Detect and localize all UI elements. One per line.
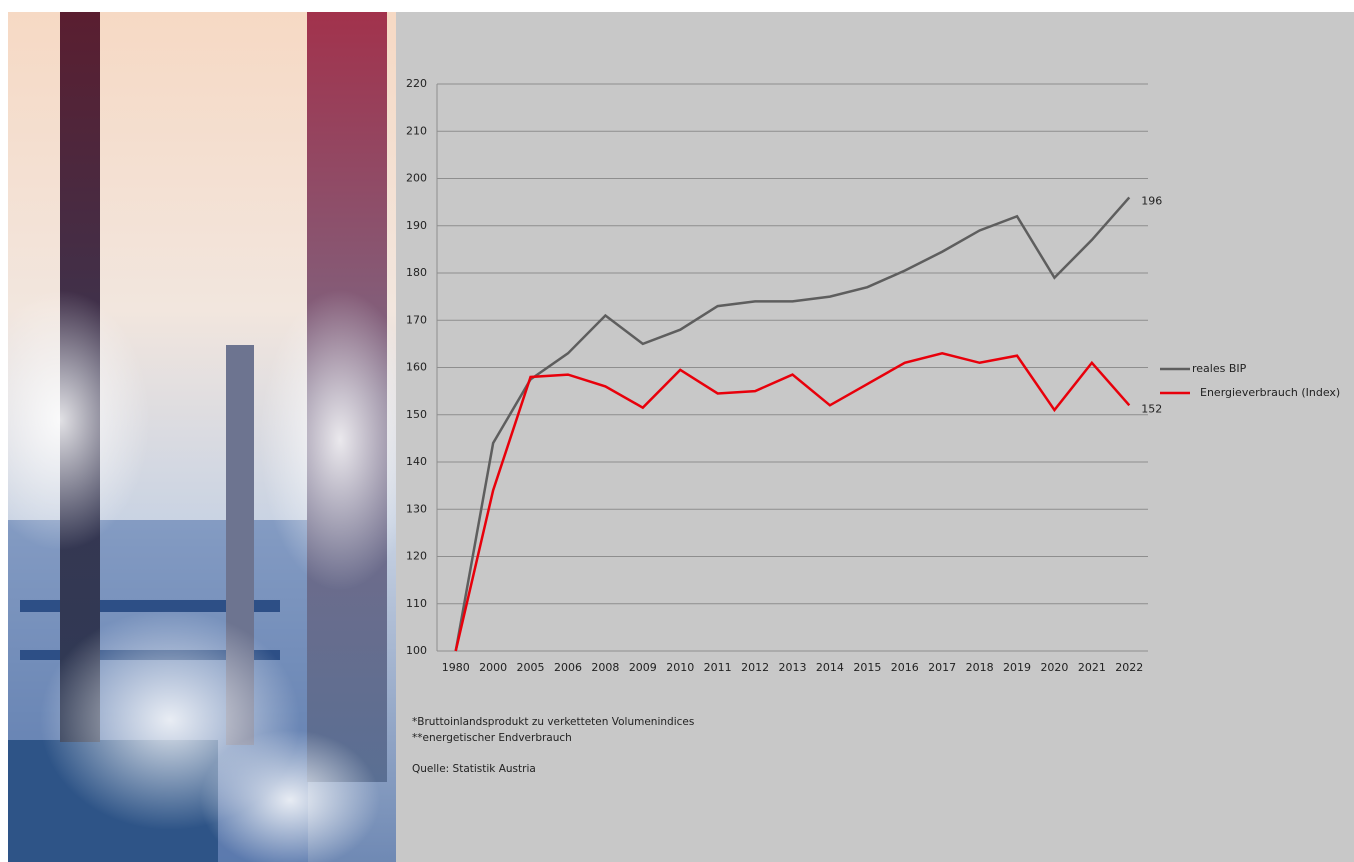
y-tick-label: 130	[406, 502, 427, 515]
x-tick-label: 2020	[1040, 661, 1068, 674]
x-tick-label: 2017	[928, 661, 956, 674]
photo	[0, 12, 420, 862]
x-tick-label: 2016	[891, 661, 919, 674]
y-tick-label: 110	[406, 597, 427, 610]
source: Quelle: Statistik Austria	[412, 763, 536, 775]
x-tick-label: 2018	[966, 661, 994, 674]
y-tick-label: 120	[406, 550, 427, 563]
y-tick-label: 180	[406, 266, 427, 279]
x-tick-label: 2005	[517, 661, 545, 674]
chart-panel	[396, 12, 1354, 862]
series-line	[454, 352, 1131, 652]
x-tick-label: 2008	[591, 661, 619, 674]
x-tick-label: 2011	[704, 661, 732, 674]
x-tick-label: 2013	[779, 661, 807, 674]
x-tick-label: 2014	[816, 661, 844, 674]
y-tick-label: 160	[406, 361, 427, 374]
series-line	[454, 196, 1131, 652]
x-tick-label: 2000	[479, 661, 507, 674]
y-tick-label: 190	[406, 219, 427, 232]
y-tick-label: 220	[406, 77, 427, 90]
x-tick-label: 1980	[442, 661, 470, 674]
y-tick-label: 170	[406, 313, 427, 326]
x-tick-label: 2009	[629, 661, 657, 674]
data-label: 196	[1141, 194, 1162, 207]
y-tick-label: 100	[406, 644, 427, 657]
x-tick-label: 2015	[853, 661, 881, 674]
data-label: 152	[1141, 402, 1162, 415]
x-tick-label: 2021	[1078, 661, 1106, 674]
x-tick-label: 2022	[1115, 661, 1143, 674]
x-tick-label: 2006	[554, 661, 582, 674]
footnote: **energetischer Endverbrauch	[412, 732, 572, 744]
y-tick-label: 150	[406, 408, 427, 421]
x-tick-label: 2012	[741, 661, 769, 674]
x-tick-label: 2010	[666, 661, 694, 674]
y-tick-label: 200	[406, 172, 427, 185]
x-tick-label: 2019	[1003, 661, 1031, 674]
legend-label: Energieverbrauch (Index)	[1200, 386, 1340, 399]
y-tick-label: 140	[406, 455, 427, 468]
footnote: *Bruttoinlandsprodukt zu verketteten Vol…	[412, 716, 694, 728]
y-tick-label: 210	[406, 124, 427, 137]
legend-label: reales BIP	[1192, 362, 1247, 375]
